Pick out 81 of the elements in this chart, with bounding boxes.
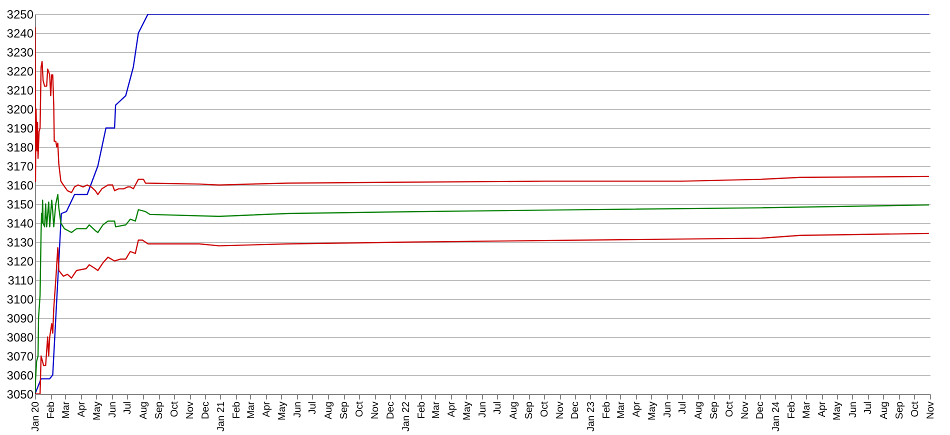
- y-tick-label: 3170: [6, 160, 34, 174]
- x-tick-label: Oct: [910, 401, 921, 418]
- x-tick-label: Jul: [122, 402, 134, 414]
- x-tick-label: Dec: [755, 402, 766, 420]
- x-tick-label: Aug: [138, 402, 150, 420]
- x-tick-label: Jan 20: [30, 401, 42, 432]
- x-tick-label: Oct: [724, 401, 736, 418]
- x-tick-label: Jan 24: [770, 401, 782, 432]
- x-tick-label: May: [646, 402, 658, 420]
- x-tick-label: Aug: [323, 402, 334, 420]
- x-tick-label: Jun: [108, 402, 119, 418]
- x-tick-label: Aug: [693, 402, 704, 420]
- x-tick-label: May: [276, 402, 288, 420]
- y-tick-label: 3110: [8, 274, 34, 288]
- x-tick-label: Dec: [570, 402, 582, 420]
- x-tick-label: Oct: [539, 401, 550, 418]
- x-tick-label: Nov: [370, 402, 382, 420]
- x-tick-label: Feb: [786, 401, 798, 419]
- x-tick-label: Dec: [385, 402, 396, 420]
- y-tick-label: 3220: [6, 64, 34, 78]
- line-series: [35, 26, 930, 196]
- y-tick-label: 3230: [6, 46, 34, 60]
- y-tick-label: 3120: [6, 254, 34, 268]
- x-tick-label: Jul: [863, 402, 874, 414]
- x-tick-label: Feb: [416, 401, 428, 419]
- x-tick-label: Oct: [169, 401, 180, 418]
- x-tick-label: Dec: [200, 402, 212, 420]
- x-tick-label: Apr: [632, 400, 643, 418]
- y-tick-label: 3200: [6, 102, 34, 116]
- y-tick-label: 3100: [6, 292, 34, 306]
- x-tick-label: Aug: [508, 402, 520, 420]
- x-tick-label: Nov: [740, 402, 752, 420]
- x-tick-label: May: [462, 402, 473, 420]
- x-tick-label: May: [832, 402, 844, 420]
- x-tick-label: Mar: [616, 400, 627, 419]
- x-tick-label: Jul: [308, 402, 319, 414]
- x-tick-label: Nov: [185, 402, 196, 420]
- y-tick-label: 3180: [6, 140, 34, 154]
- x-tick-label: Apr: [262, 400, 273, 418]
- x-tick-label: Aug: [878, 402, 890, 420]
- x-tick-label: Sep: [154, 401, 166, 420]
- y-tick-label: 3140: [6, 216, 34, 230]
- y-tick-label: 3250: [6, 8, 34, 22]
- x-tick-label: Mar: [246, 400, 257, 419]
- x-tick-label: Jun: [662, 402, 674, 418]
- y-tick-label: 3190: [6, 122, 34, 136]
- x-tick-label: Nov: [926, 402, 936, 420]
- x-tick-label: Mar: [430, 400, 442, 419]
- x-tick-label: Jan 21: [216, 401, 227, 432]
- x-tick-label: Apr: [76, 400, 88, 418]
- y-tick-label: 3060: [6, 368, 34, 382]
- x-tick-label: Sep: [894, 401, 906, 420]
- x-tick-label: Mar: [60, 400, 72, 419]
- y-tick-label: 3130: [6, 236, 34, 250]
- y-tick-label: 3080: [6, 330, 34, 344]
- x-tick-label: Jun: [292, 402, 304, 418]
- x-tick-label: Jul: [492, 402, 504, 414]
- x-tick-label: Nov: [555, 402, 566, 420]
- x-tick-label: May: [92, 402, 103, 420]
- x-tick-label: Jun: [848, 402, 859, 418]
- x-tick-label: Jun: [477, 402, 488, 418]
- y-tick-label: 3070: [6, 350, 34, 364]
- x-tick-label: Apr: [446, 400, 458, 418]
- x-tick-label: Feb: [602, 401, 613, 419]
- x-tick-label: Sep: [524, 401, 536, 420]
- x-tick-label: Oct: [354, 401, 366, 418]
- y-tick-label: 3240: [6, 26, 34, 40]
- y-tick-label: 3160: [6, 178, 34, 192]
- x-tick-label: Jan 22: [400, 401, 412, 432]
- x-tick-label: Sep: [339, 401, 350, 420]
- y-tick-label: 3050: [6, 388, 34, 402]
- y-tick-label: 3090: [6, 312, 34, 326]
- x-tick-label: Jan 23: [586, 401, 597, 432]
- x-tick-label: Feb: [46, 401, 58, 419]
- x-tick-label: Sep: [709, 401, 720, 420]
- x-tick-label: Feb: [232, 401, 243, 419]
- x-tick-label: Mar: [801, 400, 812, 419]
- y-tick-label: 3150: [6, 198, 34, 212]
- y-tick-label: 3210: [6, 84, 34, 98]
- x-tick-label: Apr: [817, 400, 828, 418]
- x-tick-label: Jul: [678, 402, 689, 414]
